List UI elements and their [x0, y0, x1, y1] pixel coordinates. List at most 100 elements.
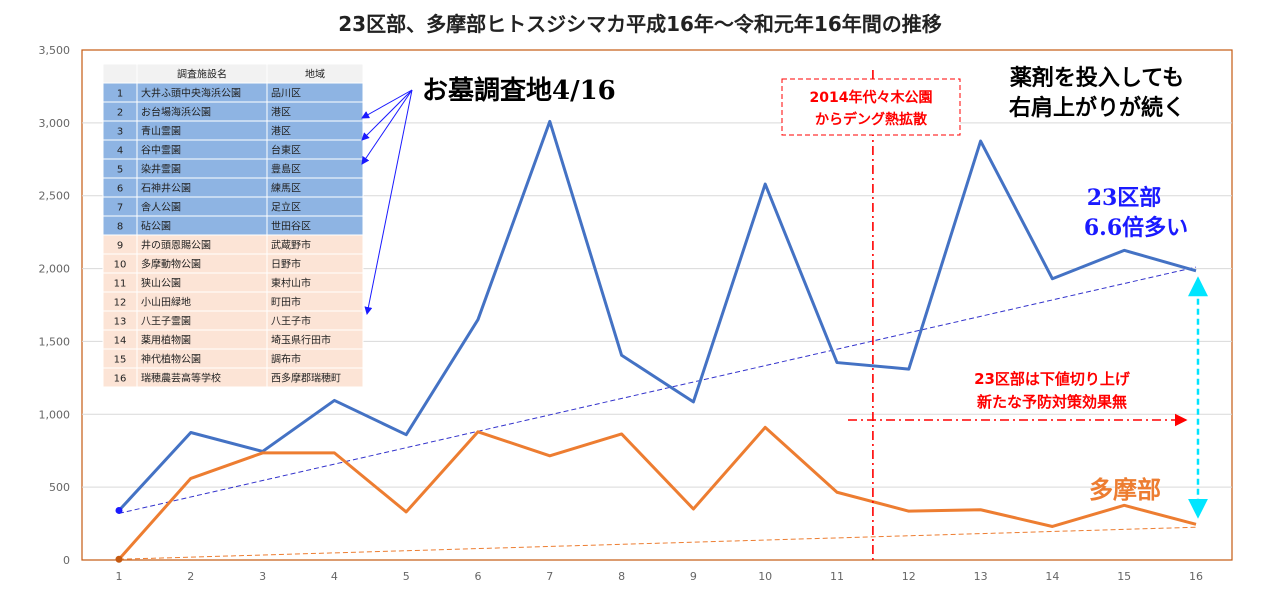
trendlines	[118, 266, 1197, 560]
x-tick-label: 11	[830, 570, 844, 583]
table-cell: 5	[117, 165, 123, 176]
table-cell: 足立区	[271, 201, 301, 214]
dengue-label-line1: 2014年代々木公園	[810, 89, 933, 106]
ku-label-line1: 23区部	[1087, 185, 1162, 211]
y-axis-ticks: 0 500 1,000 1,500 2,000 2,500 3,000 3,500	[39, 44, 71, 567]
x-tick-label: 7	[546, 570, 553, 583]
table-cell: 1	[117, 89, 123, 100]
y-tick-label: 1,500	[39, 335, 71, 348]
plot-frame	[81, 49, 1233, 561]
table-row	[102, 367, 364, 388]
table-cell: 11	[114, 279, 127, 290]
x-tick-label: 14	[1045, 570, 1059, 583]
trendline	[118, 526, 1197, 560]
ku-floor-note-line1: 23区部は下値切り上げ	[974, 370, 1131, 388]
table-cell: 世田谷区	[271, 221, 311, 233]
series-lines	[115, 119, 1197, 563]
table-cell: 狭山公園	[141, 277, 181, 290]
chart-title: 23区部、多摩部ヒトスジシマカ平成16年～令和元年16年間の推移	[338, 12, 942, 36]
table-cell: 埼玉県行田市	[271, 334, 331, 347]
series-line	[117, 425, 1197, 561]
table-cell: 16	[114, 374, 127, 385]
table-cell: 八王子霊園	[141, 316, 191, 328]
x-tick-label: 2	[187, 570, 194, 583]
table-cell: 瑞穂農芸高等学校	[141, 372, 221, 385]
y-tick-label: 1,000	[39, 408, 71, 421]
dengue-box	[781, 78, 961, 136]
x-tick-label: 16	[1189, 570, 1203, 583]
table-cell: 東村山市	[271, 277, 311, 290]
table-cell: 豊島区	[271, 163, 301, 176]
table-cell: 西多摩郡瑞穂町	[271, 372, 341, 385]
y-tick-label: 3,500	[39, 44, 71, 57]
table-cell: 調布市	[271, 353, 301, 366]
y-tick-label: 2,500	[39, 190, 71, 203]
table-cell: 小山田緑地	[141, 296, 191, 309]
x-tick-label: 15	[1117, 570, 1131, 583]
pesticide-note-line1: 薬剤を投入しても	[1010, 65, 1184, 91]
series-line	[117, 119, 1197, 512]
y-tick-label: 500	[49, 481, 70, 494]
table-cell: 薬用植物園	[141, 334, 191, 347]
table-cell: 港区	[271, 107, 291, 119]
table-cell: 2	[117, 108, 123, 119]
data-point	[115, 555, 123, 563]
y-tick-label: 2,000	[39, 263, 71, 276]
table-cell: 6	[117, 184, 123, 195]
x-tick-label: 13	[974, 570, 988, 583]
table-cell: 7	[117, 203, 123, 214]
table-cell: 染井霊園	[141, 163, 181, 176]
x-tick-label: 8	[618, 570, 625, 583]
table-cell: 品川区	[271, 88, 301, 100]
ku-floor-note-line2: 新たな予防対策効果無	[977, 393, 1127, 411]
table-cell: 12	[114, 298, 127, 309]
y-tick-label: 0	[63, 554, 70, 567]
trendline	[118, 266, 1197, 514]
table-cell: 8	[117, 222, 123, 233]
x-tick-label: 1	[116, 570, 123, 583]
x-tick-label: 6	[475, 570, 482, 583]
table-cell: 14	[114, 336, 127, 347]
x-tick-label: 10	[758, 570, 772, 583]
table-cell: 砧公園	[141, 220, 171, 233]
y-tick-label: 3,000	[39, 117, 71, 130]
survey-annotation: お墓調査地4/16	[422, 75, 616, 106]
table-cell: 町田市	[271, 296, 301, 309]
table-cell: 八王子市	[271, 315, 311, 328]
tama-label: 多摩部	[1089, 475, 1161, 504]
table-cell: 井の頭恩賜公園	[141, 239, 211, 252]
table-cell: 10	[114, 260, 127, 271]
x-tick-label: 9	[690, 570, 697, 583]
table-cell: 台東区	[271, 144, 301, 157]
table-cell: 大井ふ頭中央海浜公園	[141, 87, 241, 100]
x-tick-label: 4	[331, 570, 338, 583]
ku-label-line2: 6.6倍多い	[1084, 215, 1188, 241]
x-tick-label: 12	[902, 570, 916, 583]
dengue-label-line2: からデング熱拡散	[815, 111, 928, 128]
table-cell: 舎人公園	[141, 202, 181, 214]
x-axis-ticks: 1 2 3 4 5 6 7 8 9 10 11 12 13 14 15 16	[116, 570, 1204, 583]
table-cell: 神代植物公園	[141, 353, 201, 366]
x-tick-label: 3	[259, 570, 266, 583]
table-cell: 調査施設名	[177, 68, 227, 81]
survey-arrows	[361, 89, 413, 315]
table-cell: 谷中霊園	[141, 144, 181, 157]
table-cell: 15	[114, 355, 127, 366]
x-tick-label: 5	[403, 570, 410, 583]
table-cell: 9	[117, 241, 123, 252]
pesticide-note-line2: 右肩上がりが続く	[1009, 95, 1185, 121]
table-cell: 青山霊園	[141, 125, 181, 138]
data-point	[115, 506, 123, 514]
table-cell: 多摩動物公園	[141, 258, 201, 271]
table-cell: 港区	[271, 126, 291, 138]
table-cell: 13	[114, 317, 127, 328]
table-cell: お台場海浜公園	[141, 106, 211, 119]
table-cell: 石神井公園	[141, 182, 191, 195]
table-cell: 4	[117, 146, 123, 157]
table-cell: 地域	[305, 68, 325, 81]
table-cell: 武蔵野市	[271, 239, 311, 252]
table-cell: 練馬区	[271, 182, 301, 195]
table-cell: 日野市	[271, 258, 301, 271]
